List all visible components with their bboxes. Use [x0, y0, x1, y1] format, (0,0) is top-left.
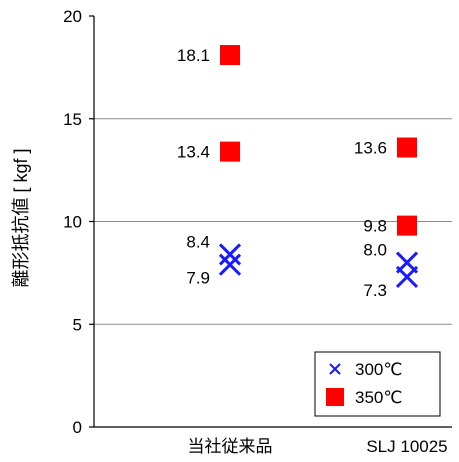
data-label: 7.9: [186, 269, 210, 288]
marker-350c: [397, 215, 417, 236]
y-tick-label: 10: [63, 213, 82, 232]
marker-350c: [397, 137, 417, 158]
marker-350c: [220, 141, 240, 162]
legend-marker-300c: [329, 363, 341, 375]
data-labels: 18.1 13.4 8.4 7.9 13.6 9.8 8.0 7.3: [177, 46, 387, 300]
y-tick-label: 5: [73, 315, 82, 334]
data-label: 18.1: [177, 46, 210, 65]
y-tick-label: 15: [63, 110, 82, 129]
legend-label: 300℃: [355, 360, 402, 379]
category-label: SLJ 10025: [366, 437, 447, 456]
data-label: 8.4: [186, 232, 210, 251]
axes: [89, 15, 452, 428]
y-tick-labels: 0 5 10 15 20: [63, 7, 82, 437]
marker-300c: [395, 265, 419, 289]
legend-label: 350℃: [355, 388, 402, 407]
y-tick-label: 20: [63, 7, 82, 26]
marker-300c: [218, 243, 242, 266]
marker-350c: [220, 45, 240, 66]
marker-stroke: [218, 253, 242, 276]
marker-stroke: [395, 265, 419, 289]
data-marks: [218, 45, 419, 289]
y-axis-label: 離形抵抗値 [ kgf ]: [11, 148, 31, 287]
marker-stroke: [218, 243, 242, 266]
data-label: 9.8: [363, 217, 387, 236]
data-label: 13.6: [354, 139, 387, 158]
legend-marker-350c: [326, 388, 344, 406]
gridlines: [94, 118, 452, 325]
marker-stroke: [329, 363, 341, 375]
y-tick-label: 0: [73, 418, 82, 437]
category-label: 当社従来品: [188, 437, 273, 456]
marker-300c: [218, 253, 242, 276]
data-label: 13.4: [177, 143, 210, 162]
data-label: 7.3: [363, 281, 387, 300]
category-labels: 当社従来品 SLJ 10025: [188, 437, 448, 456]
legend: 300℃ 350℃: [314, 351, 441, 417]
data-label: 8.0: [363, 241, 387, 260]
